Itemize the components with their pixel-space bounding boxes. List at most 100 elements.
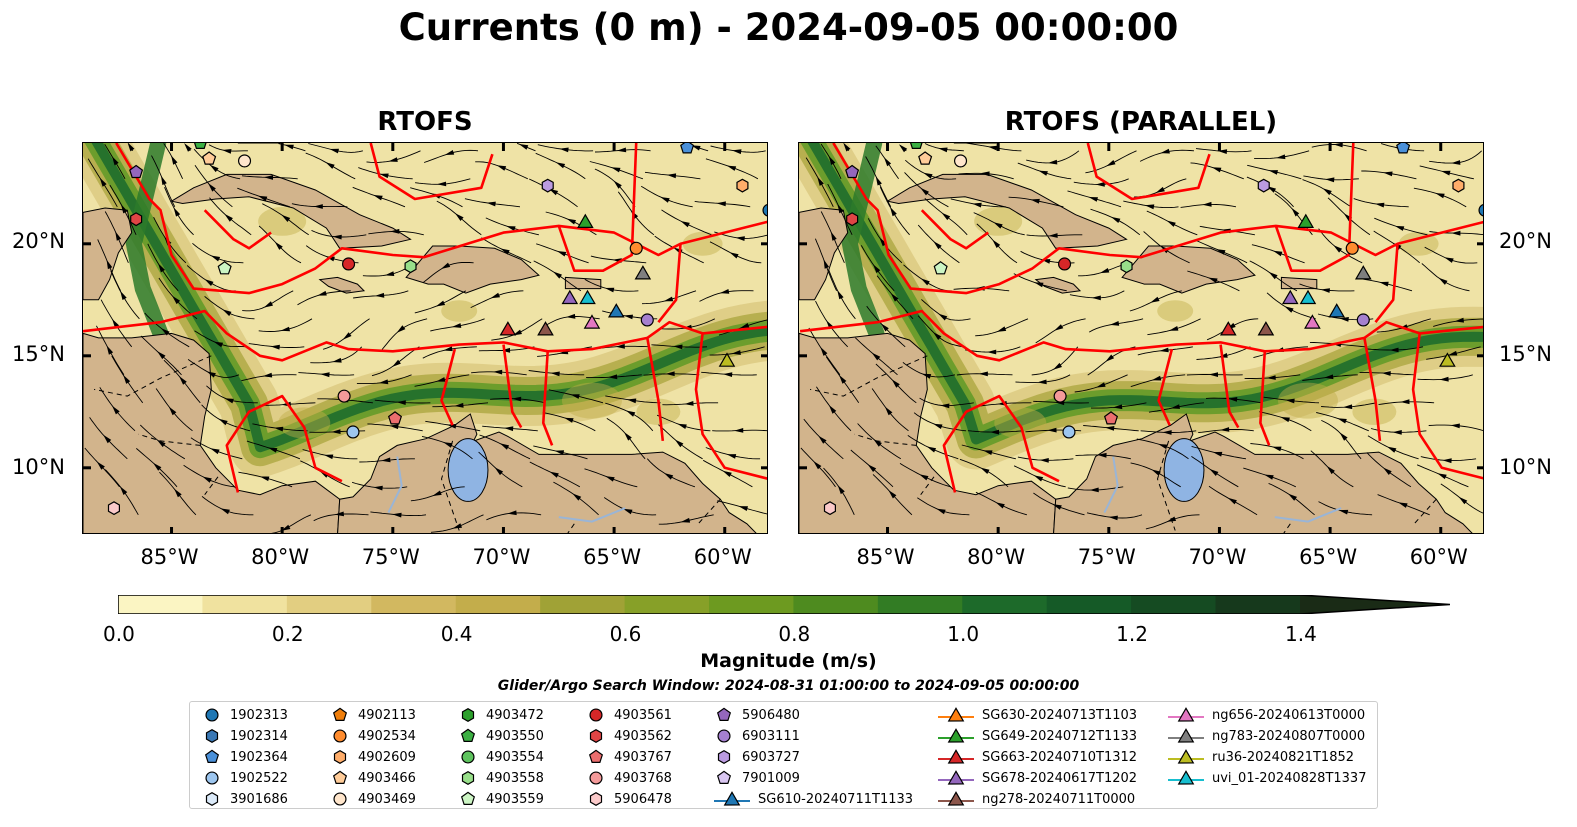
streamline-arrow xyxy=(379,173,389,179)
streamline-arrow xyxy=(1325,177,1335,183)
eez-boundary xyxy=(832,143,1483,295)
legend-label: 1902364 xyxy=(230,749,288,765)
marker-sg649-20240712t1133 xyxy=(1297,213,1315,229)
country-border xyxy=(138,433,201,446)
streamline-arrow xyxy=(732,149,742,155)
legend-item: 4903558 xyxy=(458,768,544,788)
streamline-arrow xyxy=(1383,467,1392,475)
panel-title-rtofs: RTOFS xyxy=(377,107,473,137)
streamline-arrow xyxy=(1451,160,1461,165)
legend-item: 5906480 xyxy=(714,705,800,725)
eez-boundary xyxy=(799,309,1483,362)
streamline-arrow xyxy=(435,300,446,307)
marker-sg663-20240710t1312 xyxy=(1219,321,1237,336)
marker-1902313 xyxy=(762,203,767,217)
lon-label-85w: 85°W xyxy=(856,545,915,569)
speed-patch xyxy=(682,231,723,256)
streamline-arrow xyxy=(390,228,400,234)
streamline-arrow xyxy=(1111,216,1121,223)
legend-marker-icon xyxy=(204,749,220,763)
streamline-arrow xyxy=(871,352,881,361)
streamline-arrow xyxy=(440,262,451,269)
streamline-arrow xyxy=(938,313,948,321)
marker-4903561 xyxy=(1057,257,1072,271)
streamline-arrow xyxy=(972,202,982,208)
streamline-arrow xyxy=(518,144,529,150)
lat-label-10n-left: 10°N xyxy=(12,455,65,479)
streamline-arrow xyxy=(666,173,677,179)
legend-label: 5906480 xyxy=(742,707,800,723)
marker-4902534 xyxy=(1345,241,1359,255)
streamline-arrow xyxy=(388,157,398,162)
streamline-arrow xyxy=(317,290,327,296)
legend-marker-icon xyxy=(717,750,731,764)
streamline-arrow xyxy=(454,402,464,408)
streamline-arrow xyxy=(1099,268,1110,274)
streamline-arrow xyxy=(553,271,562,279)
marker-ng783-20240807t0000 xyxy=(634,265,652,280)
legend-item: ng783-20240807T0000 xyxy=(1168,726,1365,746)
legend-marker-icon xyxy=(1177,770,1195,785)
eez-boundary xyxy=(1086,143,1211,201)
marker-4903550 xyxy=(910,143,923,150)
legend-label: 4903550 xyxy=(486,728,544,744)
streamline-arrow xyxy=(455,213,464,221)
land-cuba xyxy=(170,173,412,249)
streamline-arrow xyxy=(938,147,948,153)
legend-label: 4902113 xyxy=(358,707,416,723)
lon-label-60w: 60°W xyxy=(1409,545,1468,569)
streamline-arrow xyxy=(112,156,119,166)
streamline-arrow xyxy=(1037,379,1047,385)
streamline-arrow xyxy=(980,467,990,474)
streamline-arrow xyxy=(980,171,990,177)
streamline-arrow xyxy=(626,410,636,417)
streamline-arrow xyxy=(168,406,177,416)
streamline-arrow xyxy=(224,398,234,404)
legend-label: 5906478 xyxy=(614,791,672,807)
streamline-arrow xyxy=(933,241,942,250)
legend-item: 4903562 xyxy=(586,726,672,746)
streamline-arrow xyxy=(446,423,457,429)
legend-item: 4903559 xyxy=(458,789,544,809)
streamline-arrow xyxy=(1208,372,1218,377)
streamline-arrow xyxy=(267,447,278,453)
marker-sg678-20240617t1202 xyxy=(561,289,579,305)
streamline-arrow xyxy=(983,450,993,455)
streamline-arrow xyxy=(989,429,999,435)
legend-label: uvi_01-20240828T1337 xyxy=(1212,770,1367,786)
legend-marker-icon xyxy=(589,729,603,743)
streamline-arrow xyxy=(843,143,851,152)
legend-marker-icon xyxy=(461,750,475,764)
streamline-arrow xyxy=(663,296,674,302)
streamline-arrow xyxy=(680,221,690,228)
streamline-arrow xyxy=(920,187,929,196)
streamline-arrow xyxy=(274,241,283,250)
colorbar-segment xyxy=(877,595,963,614)
marker-ng656-20240613t0000 xyxy=(1304,314,1321,329)
legend-label: ng656-20240613T0000 xyxy=(1212,707,1366,723)
streamline-arrow xyxy=(1209,468,1219,476)
colorbar-segment xyxy=(540,595,626,614)
streamline-arrow xyxy=(257,195,268,202)
streamline-arrow xyxy=(1389,347,1399,353)
streamline-arrow xyxy=(161,175,167,185)
legend-marker-icon xyxy=(205,792,219,806)
legend-label: 4903768 xyxy=(614,770,672,786)
legend-label: 4903466 xyxy=(358,770,416,786)
streamline-arrow xyxy=(112,405,120,415)
streamline-arrow xyxy=(890,293,899,302)
streamline-arrow xyxy=(1400,399,1410,405)
legend-item: 5906478 xyxy=(586,789,672,809)
lon-label-70w: 70°W xyxy=(1188,545,1247,569)
streamline-arrow xyxy=(284,144,294,150)
legend-item: SG678-20240617T1202 xyxy=(938,768,1137,788)
legend-label: SG663-20240710T1312 xyxy=(982,749,1138,765)
land-hispaniola xyxy=(1121,245,1256,294)
streamline-arrow xyxy=(978,371,988,377)
lat-label-15n-left: 15°N xyxy=(12,342,65,366)
streamline-arrow xyxy=(123,374,131,384)
colorbar-segment xyxy=(709,595,794,614)
marker-4903558 xyxy=(404,259,417,274)
streamline-arrow xyxy=(504,426,514,432)
legend-marker-icon xyxy=(332,707,348,721)
